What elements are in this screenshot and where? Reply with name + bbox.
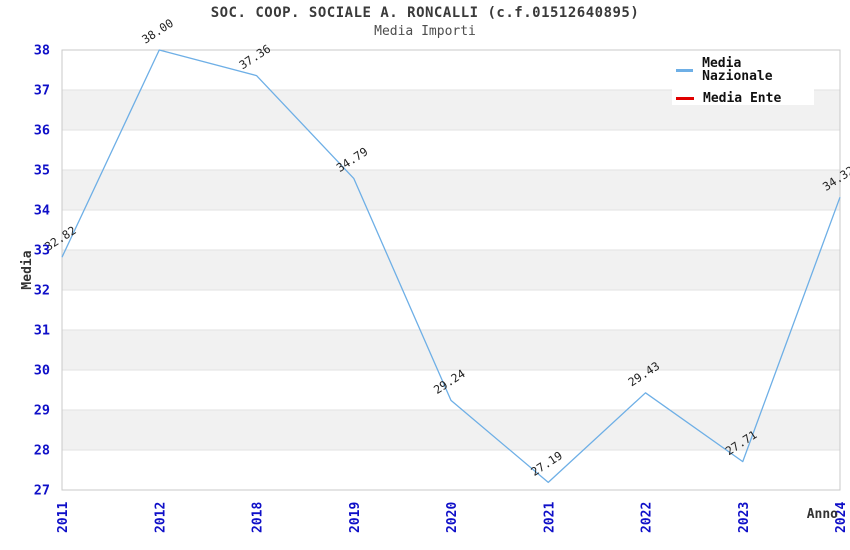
x-tick-label: 2020 [445,502,460,533]
x-tick-label: 2023 [737,502,752,533]
plot-border [61,49,841,491]
plot-band [62,210,840,250]
line-swatch-icon [676,97,694,100]
y-tick-label: 38 [34,43,50,59]
plot-band [62,130,840,170]
y-tick-label: 28 [34,443,50,459]
y-tick-label: 37 [34,83,50,99]
y-tick-label: 31 [34,323,50,339]
chart-title: SOC. COOP. SOCIALE A. RONCALLI (c.f.0151… [210,5,640,21]
series-line [61,49,841,484]
y-tick-label: 33 [34,243,50,259]
chart-legend: Media Nazionale Media Ente [672,57,814,105]
x-tick-label: 2012 [153,502,168,533]
y-tick-label: 34 [34,203,50,219]
plot-band [62,410,840,450]
plot-band [62,290,840,330]
y-tick-label: 30 [34,363,50,379]
y-axis-title: Media [20,250,35,289]
plot-band [62,450,840,490]
legend-item-media-nazionale: Media Nazionale [676,57,814,83]
y-tick-label: 36 [34,123,50,139]
plot-band [62,250,840,290]
y-tick-label: 32 [34,283,50,299]
x-tick-label: 2024 [834,502,849,533]
plot-band [62,330,840,370]
x-tick-label: 2011 [56,502,71,533]
x-axis-title: Anno [807,507,838,522]
y-tick-label: 35 [34,163,50,179]
x-tick-label: 2018 [251,502,266,533]
x-tick-label: 2022 [640,502,655,533]
line-swatch-icon [676,68,694,72]
legend-label: Media Nazionale [702,56,773,84]
y-tick-label: 29 [34,403,50,419]
legend-label: Media Ente [703,91,782,106]
chart-subtitle: Media Importi [374,24,476,39]
x-tick-label: 2019 [348,502,363,533]
x-tick-label: 2021 [542,502,557,533]
plot-band [62,170,840,210]
y-tick-label: 27 [34,483,50,499]
plot-band [62,370,840,410]
legend-item-media-ente: Media Ente [676,92,814,105]
